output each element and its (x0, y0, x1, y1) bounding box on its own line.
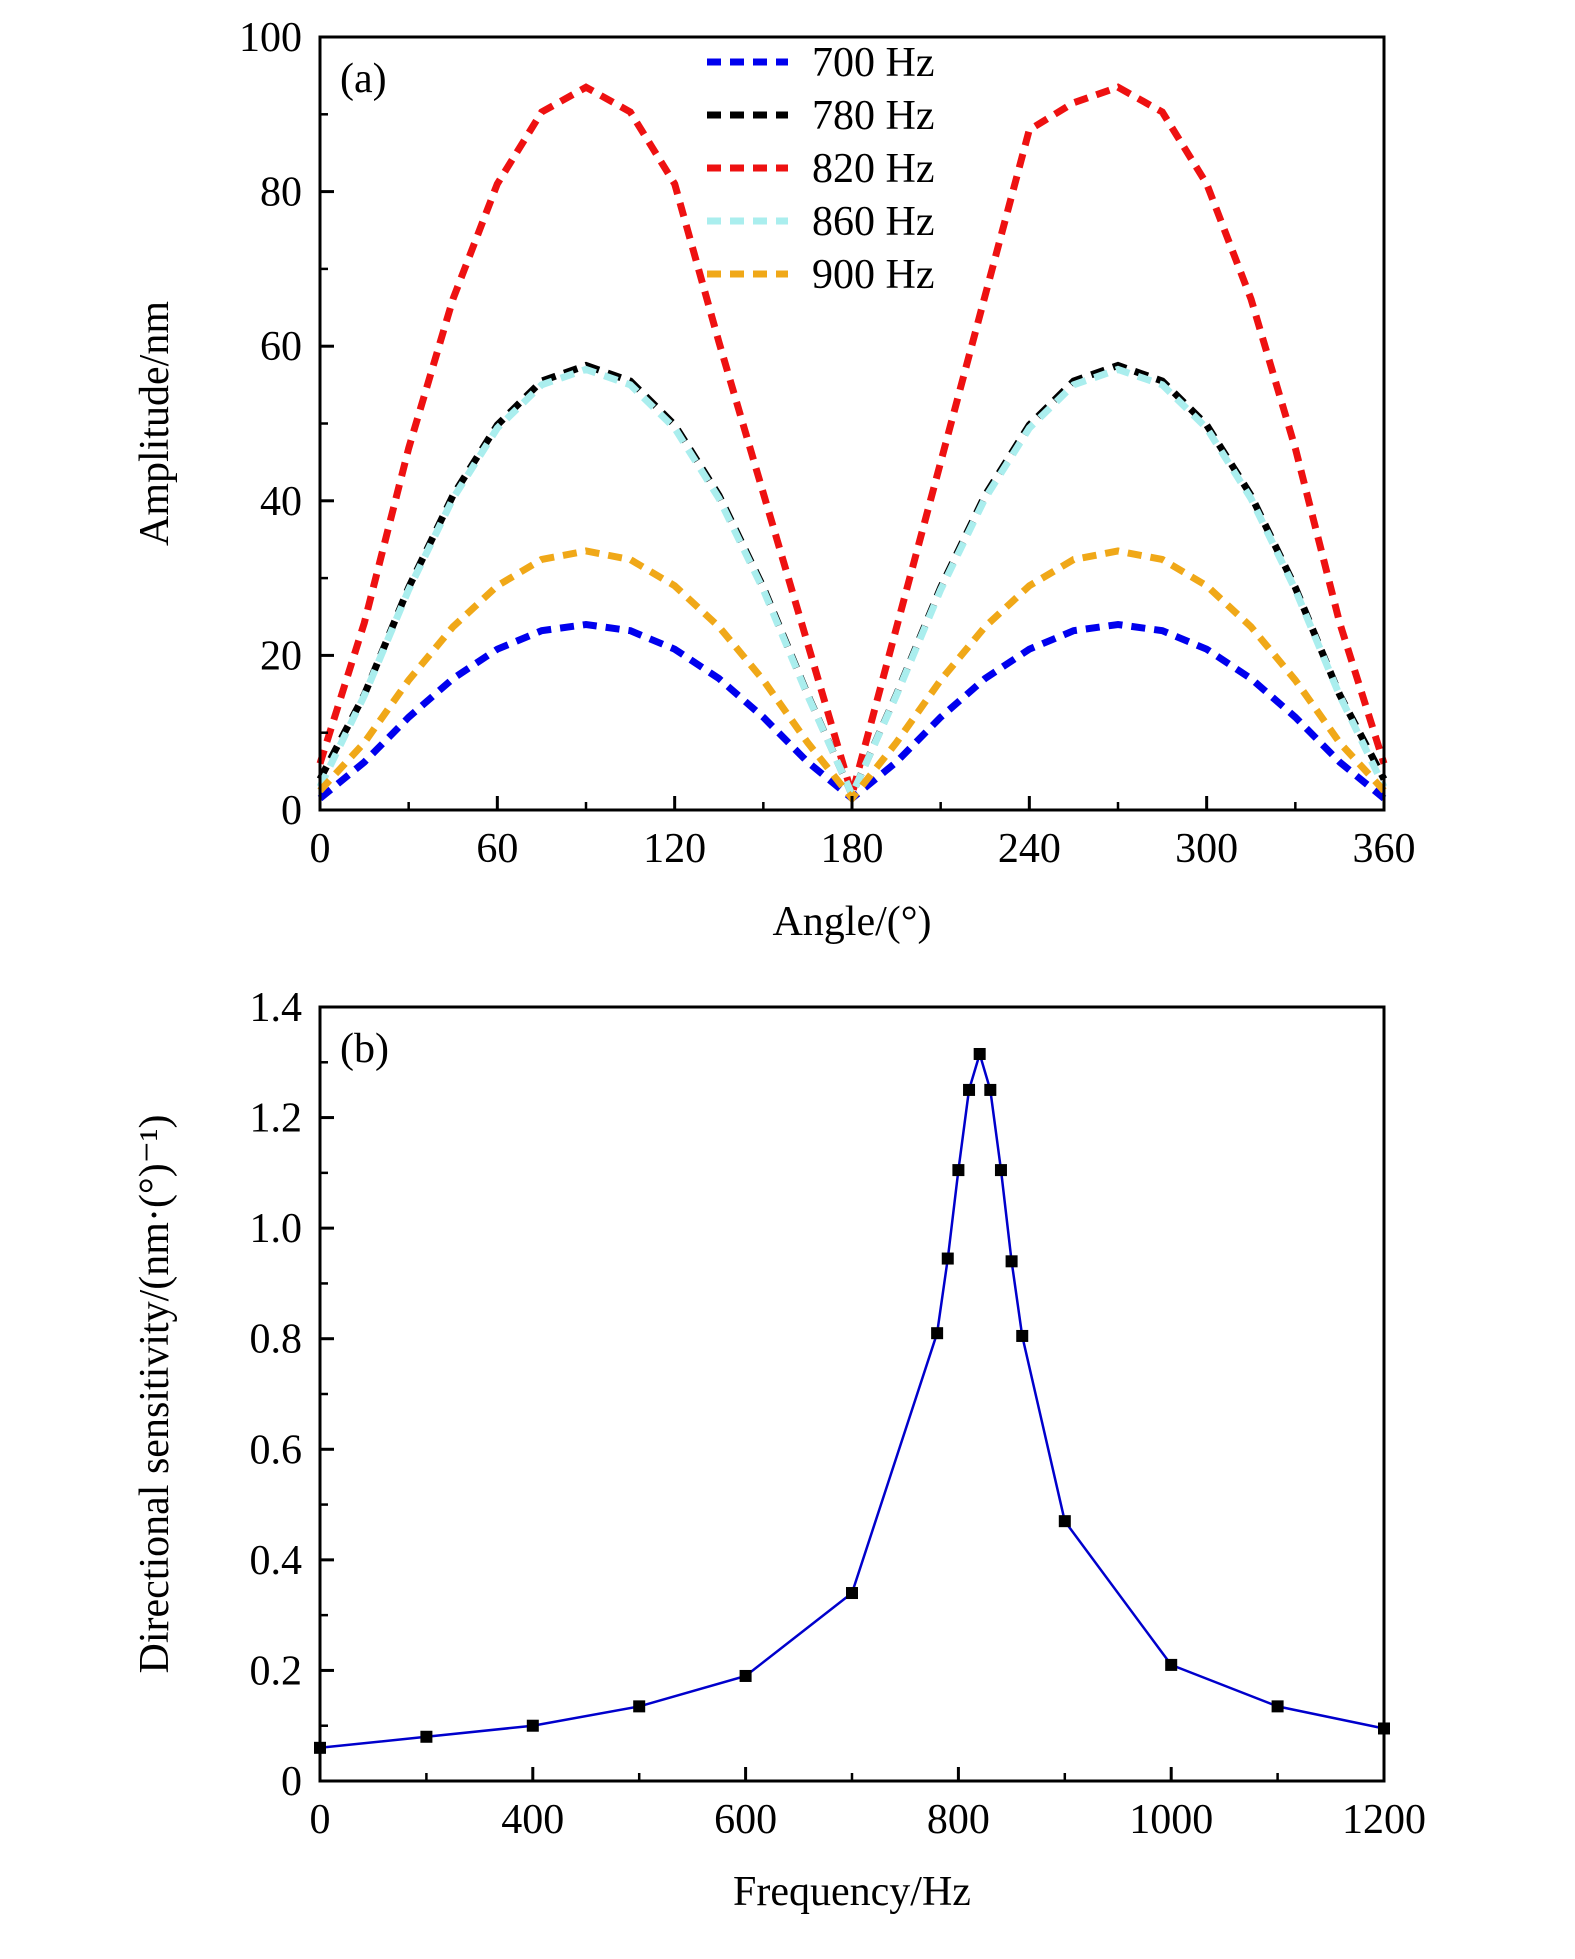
data-point (739, 1669, 752, 1682)
y-tick-label: 80 (260, 170, 302, 216)
x-tick-label: 400 (501, 1797, 564, 1843)
y-axis-label: Directional sensitivity/(nm·(°)⁻¹) (132, 1115, 178, 1674)
y-tick-label: 0 (281, 1759, 302, 1805)
legend-label: 860 Hz (812, 199, 934, 245)
y-tick-label: 100 (239, 15, 302, 61)
y-tick-label: 20 (260, 633, 302, 679)
x-tick-label: 1000 (1129, 1797, 1213, 1843)
data-point (633, 1700, 646, 1713)
y-tick-label: 1.0 (250, 1206, 303, 1252)
panel-a: 0 60 120 180 240 300 360 0 20 40 60 80 100 Angle/(°) A… (132, 15, 1416, 945)
series-line (319, 1049, 1385, 1750)
x-axis-label: Angle/(°) (772, 899, 931, 945)
data-point (941, 1252, 954, 1265)
x-axis-label: Frequency/Hz (733, 1869, 971, 1915)
plot-frame (318, 1005, 1386, 1783)
x-tick-label: 600 (714, 1797, 777, 1843)
panel-label: (b) (340, 1026, 389, 1072)
y-tick-label: 0.2 (250, 1648, 303, 1694)
data-point (963, 1083, 976, 1096)
x-tick-label: 1200 (1342, 1797, 1426, 1843)
x-tick-label: 180 (821, 826, 884, 872)
legend: 700 Hz 780 Hz 820 Hz 860 Hz 900 Hz (707, 40, 934, 298)
legend-label: 820 Hz (812, 146, 934, 192)
x-tick-label: 240 (998, 826, 1061, 872)
y-tick-label: 0 (281, 788, 302, 834)
panel-label: (a) (340, 56, 387, 102)
data-point (526, 1719, 539, 1732)
series-line-820hz (316, 83, 1388, 808)
y-tick-label: 1.4 (250, 985, 303, 1031)
data-point (846, 1587, 858, 1600)
data-point (973, 1047, 986, 1060)
series-line-780hz (316, 361, 1388, 804)
x-tick-label: 120 (643, 826, 706, 872)
legend-label: 900 Hz (812, 252, 934, 298)
data-point (931, 1327, 944, 1340)
x-tick-label: 800 (927, 1797, 990, 1843)
x-tick-label: 60 (476, 826, 518, 872)
data-point (984, 1083, 997, 1096)
series-line-700hz (317, 620, 1387, 803)
y-tick-label: 0.4 (250, 1538, 303, 1584)
data-point (420, 1730, 433, 1743)
y-tick-label: 0.6 (250, 1427, 303, 1473)
data-point (1016, 1329, 1029, 1342)
panel-b: 0 400 600 800 1000 1200 0 0.2 0.4 0.6 0.8 1.0 1.2 1.4… (132, 985, 1426, 1915)
y-axis-label: Amplitude/nm (132, 301, 178, 546)
data-point (1058, 1515, 1071, 1528)
x-tick-label: 300 (1175, 826, 1238, 872)
x-tick-label: 360 (1353, 826, 1416, 872)
data-point (1165, 1658, 1178, 1671)
legend-label: 700 Hz (812, 40, 934, 86)
y-tick-label: 1.2 (250, 1096, 303, 1142)
y-tick-label: 0.8 (250, 1317, 303, 1363)
data-point (1271, 1700, 1284, 1713)
series-line-860hz (316, 365, 1388, 804)
x-tick-label: 0 (310, 1797, 331, 1843)
y-tick-label: 40 (260, 479, 302, 525)
y-tick-label: 60 (260, 324, 302, 370)
legend-label: 780 Hz (812, 93, 934, 139)
series-line-900hz (317, 547, 1387, 805)
data-point (952, 1164, 965, 1177)
x-tick-label: 0 (310, 826, 331, 872)
data-point (1005, 1255, 1018, 1268)
data-point (994, 1164, 1007, 1177)
